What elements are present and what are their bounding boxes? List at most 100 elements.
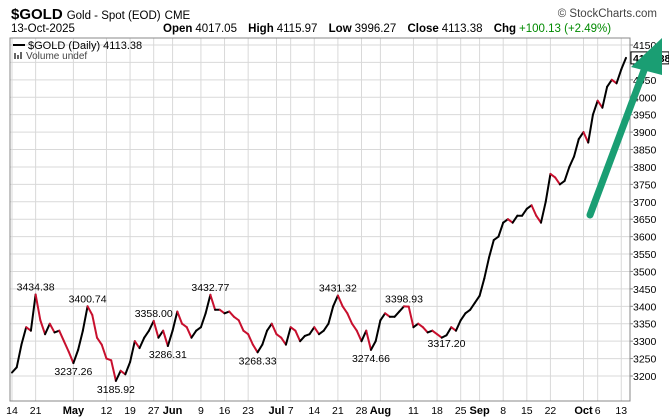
data-label: 3398.93 xyxy=(385,293,423,305)
price-segment xyxy=(58,329,65,343)
price-segment xyxy=(77,329,84,351)
ohlc-stats: Open 4017.05 High 4115.97 Low 3996.27 Close… xyxy=(163,23,619,35)
data-label: 3185.92 xyxy=(97,384,135,396)
y-tick-label: 3950 xyxy=(633,110,657,122)
price-segment xyxy=(454,319,462,332)
price-segment xyxy=(81,305,89,332)
data-labels: 3434.38 3237.26 3400.74 3185.92 3358.00 3286.… xyxy=(17,281,466,395)
legend: $GOLD (Daily) 4113.38 Volume undef xyxy=(13,40,142,62)
x-tick-label: 6 xyxy=(595,405,601,417)
price-segment xyxy=(171,310,179,332)
price-segment xyxy=(336,294,344,308)
price-segment xyxy=(322,322,330,332)
price-segment xyxy=(20,326,28,346)
price-segment xyxy=(606,78,613,88)
x-tick-label: 28 xyxy=(356,405,368,417)
price-segment xyxy=(247,333,254,346)
price-segment xyxy=(34,293,42,322)
x-tick-label: 16 xyxy=(219,405,231,417)
price-segment xyxy=(261,329,269,346)
close-value: 4113.38 xyxy=(441,23,483,35)
data-label: 3432.77 xyxy=(191,282,229,294)
data-label: 3274.66 xyxy=(352,353,390,365)
x-tick-label: 11 xyxy=(408,405,419,417)
y-tick-label: 3650 xyxy=(633,214,657,226)
price-segment xyxy=(114,369,122,382)
price-segment xyxy=(185,326,193,339)
y-tick-label: 3350 xyxy=(633,319,657,331)
price-segment xyxy=(596,99,604,109)
price-segment xyxy=(152,319,160,339)
grid-lines xyxy=(10,38,630,401)
chart-header: $GOLD Gold - Spot (EOD) CME © StockCharts.… xyxy=(0,0,669,38)
change-label: Chg xyxy=(493,23,517,35)
price-segment xyxy=(270,322,278,336)
price-segment xyxy=(591,99,599,116)
price-segment xyxy=(29,293,37,332)
price-segment xyxy=(166,329,174,348)
y-tick-label: 3300 xyxy=(633,336,657,348)
price-series xyxy=(11,56,627,382)
price-segment xyxy=(539,200,547,224)
price-segment xyxy=(554,176,561,186)
legend-volume-label: Volume undef xyxy=(26,51,87,62)
price-segment xyxy=(284,326,292,346)
y-tick-label: 3450 xyxy=(633,284,657,296)
x-tick-label: 13 xyxy=(615,405,627,417)
quote-date: 13-Oct-2025 xyxy=(11,23,75,35)
price-segment xyxy=(478,277,486,297)
y-tick-label: 3750 xyxy=(633,179,657,191)
y-tick-label: 3600 xyxy=(633,232,657,244)
price-segment xyxy=(365,329,372,351)
change-value: +100.13 (+2.49%) xyxy=(519,23,612,35)
price-segment xyxy=(280,336,287,346)
open-value: 4017.05 xyxy=(195,23,237,35)
y-tick-label: 3500 xyxy=(633,266,657,278)
price-segment xyxy=(266,322,273,332)
chart-title: $GOLD Gold - Spot (EOD) CME xyxy=(11,6,190,23)
price-segment xyxy=(601,85,609,109)
price-segment xyxy=(346,312,354,325)
legend-series-label: $GOLD (Daily) 4113.38 xyxy=(28,40,142,52)
price-segment xyxy=(228,310,235,318)
price-segment xyxy=(469,301,476,311)
y-tick-label: 3550 xyxy=(633,249,657,261)
price-segment xyxy=(568,155,576,168)
y-tick-label: 3700 xyxy=(633,197,657,209)
price-segment xyxy=(497,221,505,238)
price-segment xyxy=(15,343,23,369)
y-tick-label: 3400 xyxy=(633,301,657,313)
price-segment xyxy=(488,239,495,259)
price-segment xyxy=(299,334,306,343)
price-segment xyxy=(511,214,519,224)
price-segment xyxy=(39,319,47,336)
price-segment xyxy=(582,131,590,144)
low-value: 3996.27 xyxy=(354,23,397,35)
x-tick-label: 14 xyxy=(6,405,18,417)
price-segment xyxy=(129,340,136,364)
price-segment xyxy=(535,214,542,224)
high-label: High xyxy=(248,23,274,35)
price-segment xyxy=(124,361,132,376)
y-tick-label: 4000 xyxy=(633,92,657,104)
x-tick-label: May xyxy=(63,405,85,417)
price-segment xyxy=(67,350,75,365)
price-segment xyxy=(374,319,382,343)
trend-arrow-head xyxy=(631,38,662,75)
price-segment xyxy=(199,312,207,329)
x-tick-label: Aug xyxy=(370,405,391,417)
price-segment xyxy=(332,294,339,308)
symbol: $GOLD xyxy=(11,6,63,23)
price-segment xyxy=(251,343,259,354)
y-tick-label: 3250 xyxy=(633,354,657,366)
x-tick-label: Jul xyxy=(269,405,285,417)
data-label: 3400.74 xyxy=(69,293,107,305)
price-segment xyxy=(483,256,491,280)
price-segment xyxy=(360,329,368,343)
low-label: Low xyxy=(328,23,352,35)
price-segment xyxy=(587,113,594,144)
price-segment xyxy=(351,322,358,332)
open-label: Open xyxy=(163,23,193,35)
x-tick-label: 8 xyxy=(500,405,506,417)
